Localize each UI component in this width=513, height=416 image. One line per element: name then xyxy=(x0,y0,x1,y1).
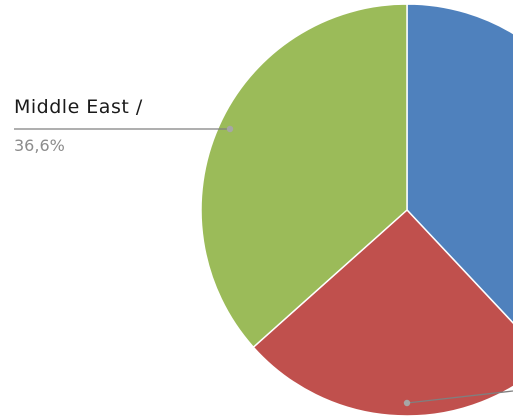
slice-label-value: 36,6% xyxy=(14,136,65,155)
leader-line-bottom xyxy=(406,390,513,404)
slice-label-name: Middle East / xyxy=(14,96,143,118)
pie-slice-1 xyxy=(406,3,513,324)
pie-slices xyxy=(200,3,513,416)
pie-slice-middle-east xyxy=(200,3,408,349)
leader-dot-bottom xyxy=(403,399,411,407)
leader-lines xyxy=(14,125,513,407)
leader-dot-middle-east xyxy=(226,125,234,133)
